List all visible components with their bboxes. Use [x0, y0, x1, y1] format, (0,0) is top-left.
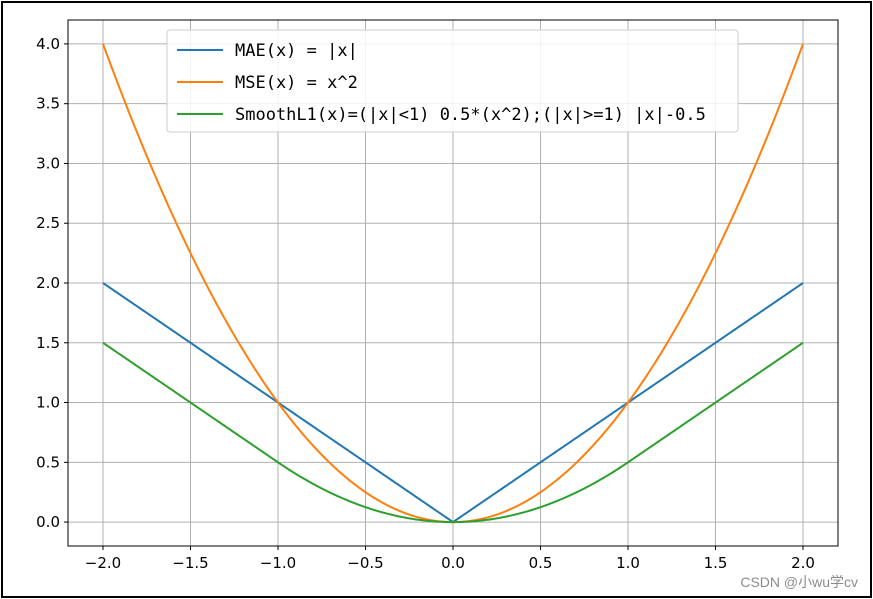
y-tick-label: 3.5	[36, 95, 60, 113]
y-tick-label: 2.5	[36, 214, 60, 232]
legend-label-2: MSE(x) = x^2	[235, 73, 358, 93]
y-tick-label: 1.5	[36, 334, 60, 352]
y-tick-label: 0.5	[36, 453, 60, 471]
x-tick-label: 0.0	[441, 554, 465, 572]
x-tick-label: 1.0	[616, 554, 640, 572]
y-tick-label: 0.0	[36, 513, 60, 531]
legend: MAE(x) = |x| MSE(x) = x^2 SmoothL1(x)=(|x|…	[166, 29, 739, 133]
axis-ticks: −2.0 −1.5 −1.0 −0.5 0.0 0.5 1.0 1.5 2.0 0.0 0.5 1.0…	[36, 35, 815, 572]
legend-label-3: SmoothL1(x)=(|x|<1) 0.5*(x^2);(|x|>=1) |…	[235, 105, 706, 125]
y-tick-label: 2.0	[36, 274, 60, 292]
x-tick-label: −0.5	[347, 554, 383, 572]
legend-label-1: MAE(x) = |x|	[235, 41, 358, 61]
watermark-text: CSDN @小wu学cv	[740, 574, 858, 590]
series-lines	[102, 43, 804, 524]
series-line-3	[102, 341, 804, 524]
y-tick-label: 4.0	[36, 35, 60, 53]
x-tick-label: 2.0	[791, 554, 815, 572]
x-tick-label: 0.5	[529, 554, 553, 572]
y-tick-label: 3.0	[36, 154, 60, 172]
legend-box	[166, 29, 739, 133]
x-tick-label: 1.5	[704, 554, 728, 572]
x-tick-label: −1.5	[172, 554, 208, 572]
y-tick-label: 1.0	[36, 394, 60, 412]
x-tick-label: −1.0	[260, 554, 296, 572]
x-tick-label: −2.0	[85, 554, 121, 572]
